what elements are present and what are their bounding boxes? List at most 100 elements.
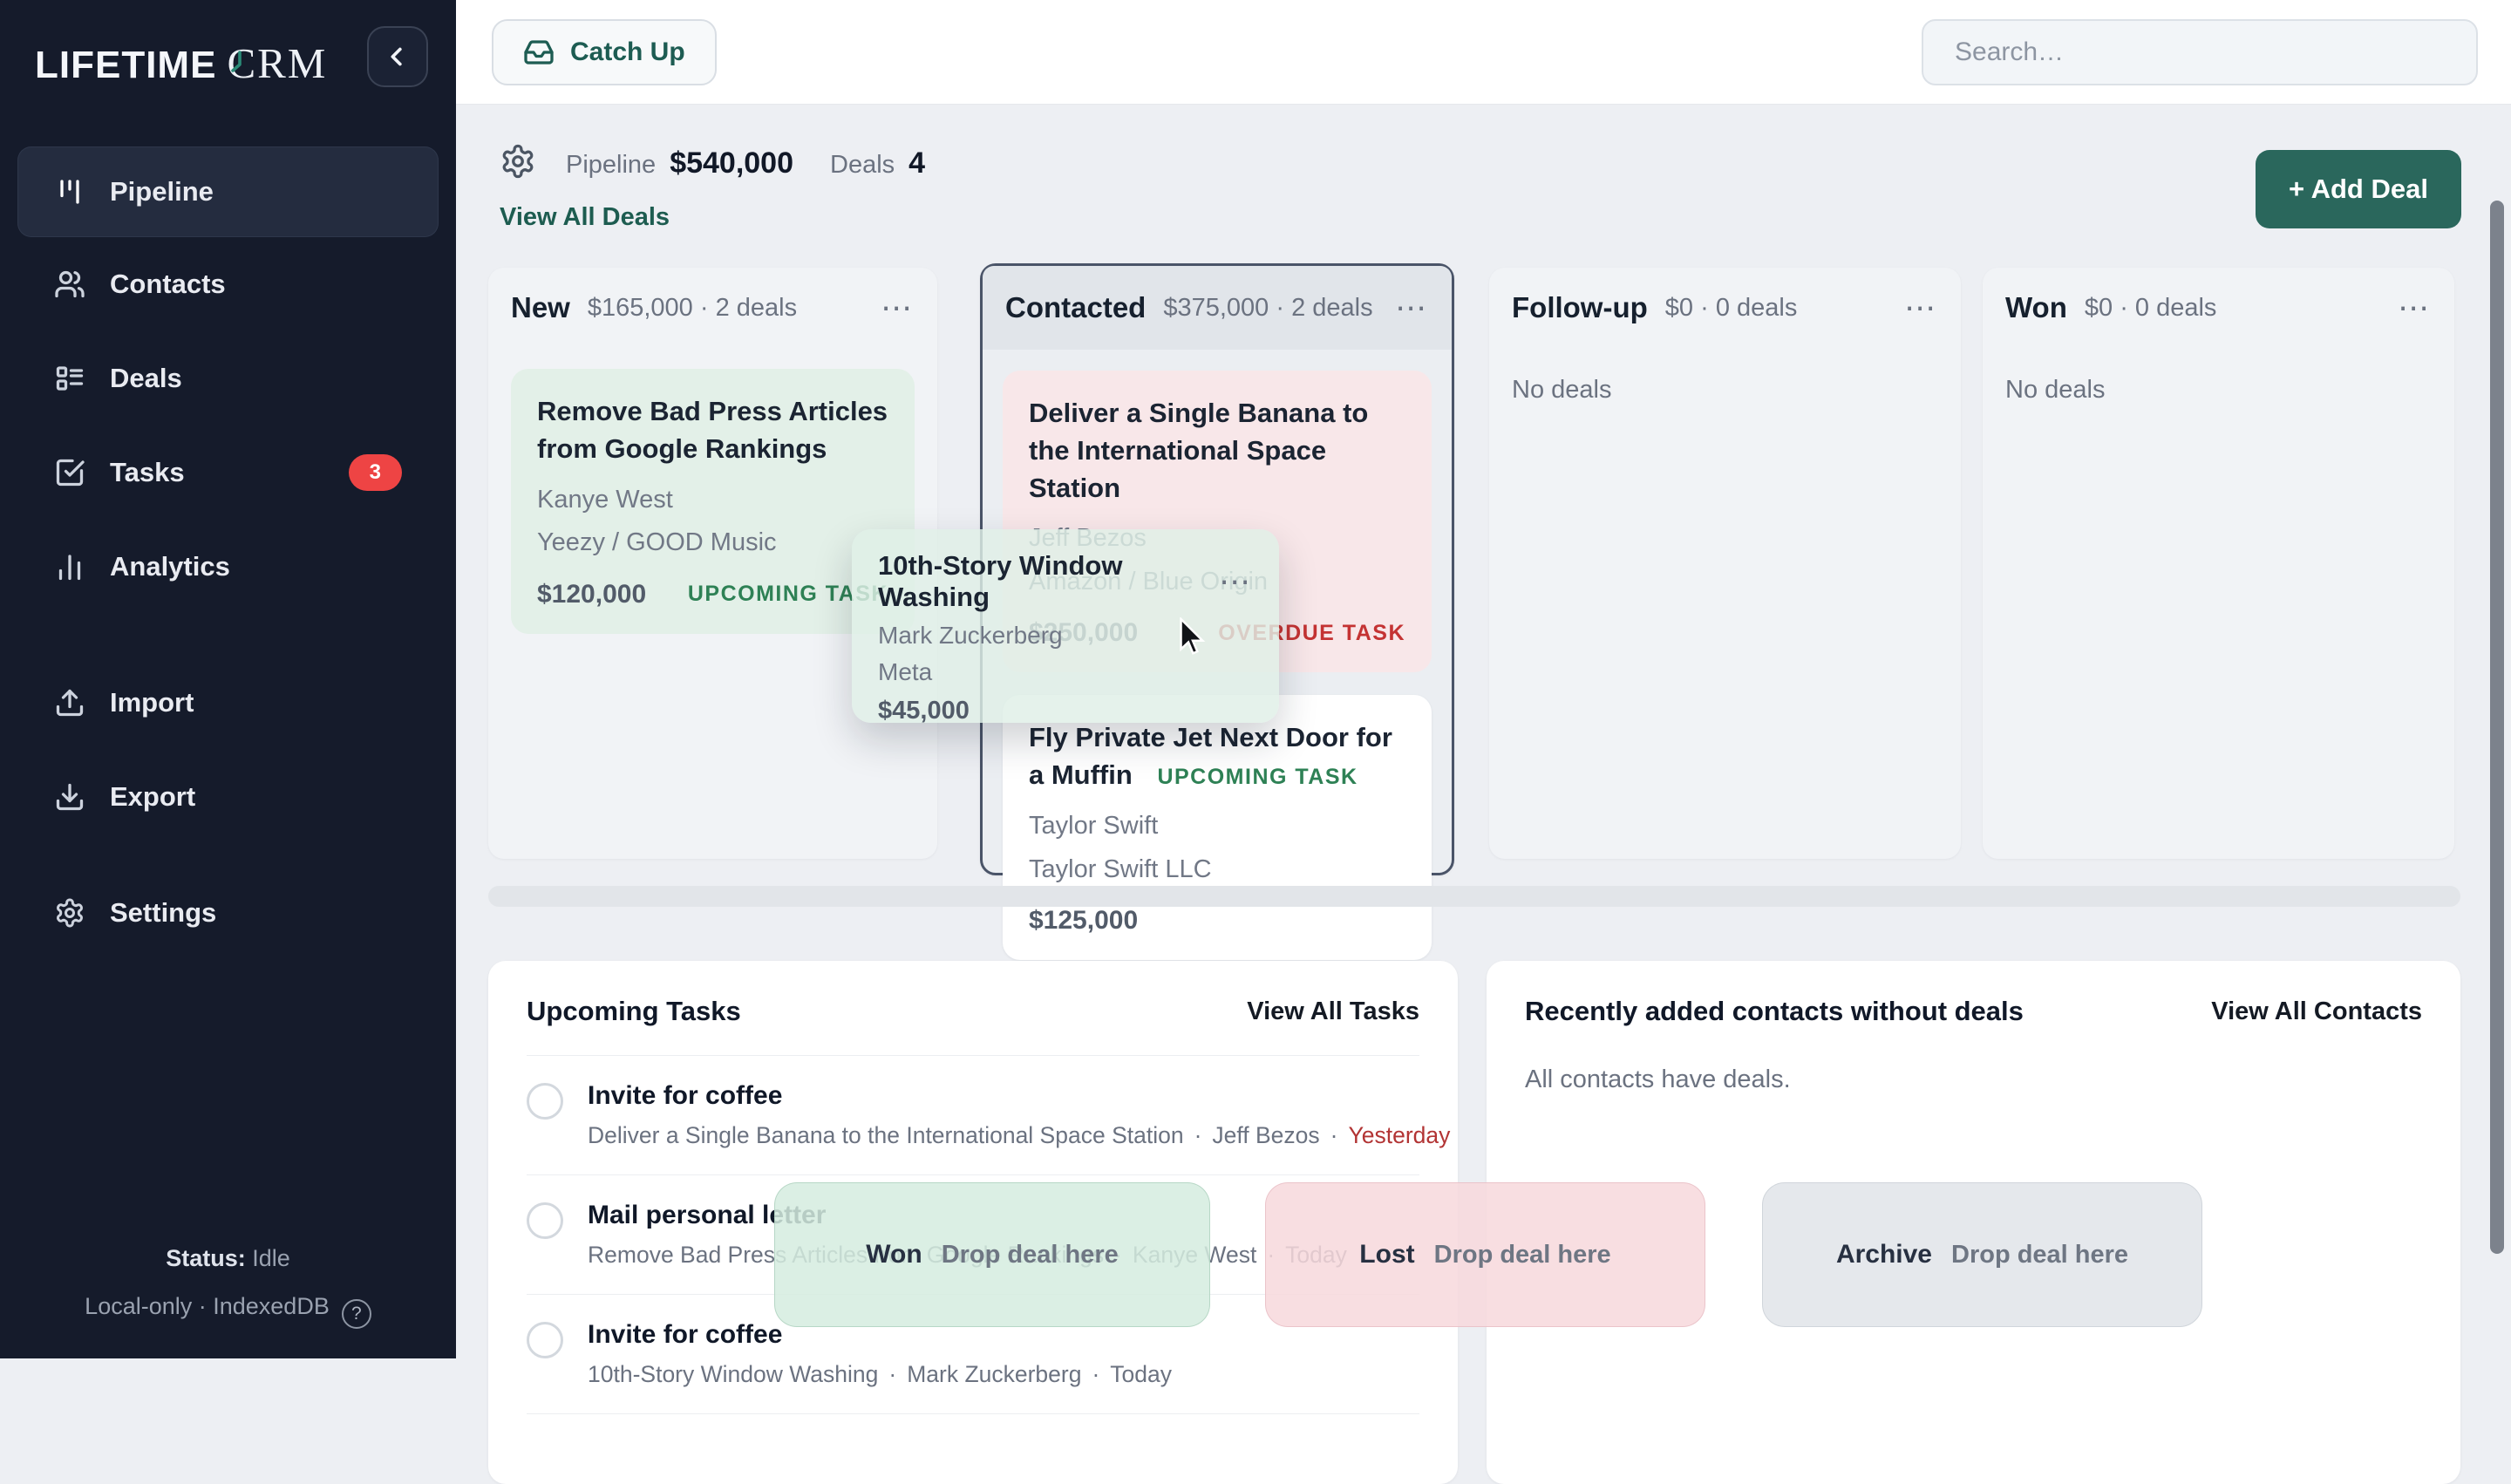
pipeline-summary: Pipeline $540,000 Deals 4 — [566, 146, 925, 180]
chevron-left-icon — [391, 47, 402, 66]
tasks-count-badge: 3 — [348, 454, 402, 491]
kanban-icon — [60, 180, 79, 204]
panel-title: Recently added contacts without deals — [1525, 996, 2024, 1026]
layout-list-icon — [56, 366, 84, 391]
deal-value: $120,000 — [537, 579, 647, 609]
board-horizontal-scrollbar[interactable] — [488, 886, 2460, 907]
catch-up-button[interactable]: Catch Up — [492, 19, 717, 85]
drop-zone-lost[interactable]: Lost Drop deal here — [1265, 1182, 1705, 1327]
add-deal-button[interactable]: + Add Deal — [2256, 150, 2461, 228]
task-contact: Mark Zuckerberg — [907, 1361, 1082, 1387]
column-menu-button[interactable]: ⋯ — [881, 289, 915, 325]
sidebar-item-deals[interactable]: Deals — [17, 347, 439, 410]
sidebar-item-settings[interactable]: Settings — [17, 882, 439, 944]
deal-contact: Mark Zuckerberg — [878, 622, 1063, 649]
dragged-deal-card[interactable]: 10th-Story Window Washing ⋯ Mark Zuckerb… — [852, 529, 1279, 725]
column-title: New — [511, 291, 570, 323]
deal-card[interactable]: Fly Private Jet Next Door for a Muffin U… — [1003, 695, 1432, 961]
column-menu-button[interactable]: ⋯ — [1904, 289, 1938, 325]
deal-card[interactable]: Remove Bad Press Articles from Google Ra… — [511, 369, 915, 634]
task-checkbox[interactable] — [527, 1202, 563, 1239]
search-input[interactable] — [1922, 19, 2478, 85]
drop-zone-archive[interactable]: Archive Drop deal here — [1762, 1182, 2202, 1327]
sidebar-item-analytics[interactable]: Analytics — [17, 535, 439, 598]
main-content: Pipeline $540,000 Deals 4 View All Deals… — [456, 105, 2511, 1484]
drop-zone-hint: Drop deal here — [1433, 1240, 1611, 1269]
task-subtitle: 10th-Story Window Washing · Mark Zuckerber… — [588, 1361, 1173, 1387]
empty-column-text: No deals — [1512, 376, 1612, 404]
column-meta: $165,000 · 2 deals — [587, 293, 798, 322]
column-header: Follow-up $0 · 0 deals ⋯ — [1512, 268, 1938, 348]
view-all-deals-link[interactable]: View All Deals — [500, 203, 670, 231]
catch-up-label: Catch Up — [570, 37, 685, 66]
contacts-empty-text: All contacts have deals. — [1525, 1065, 1791, 1093]
sidebar-item-export[interactable]: Export — [17, 766, 439, 828]
task-checkbox[interactable] — [527, 1083, 563, 1120]
deal-title: Fly Private Jet Next Door for a Muffin U… — [1029, 719, 1405, 794]
pipeline-settings-button[interactable] — [500, 143, 536, 184]
task-checkbox[interactable] — [527, 1322, 563, 1358]
sidebar-item-label: Deals — [110, 363, 182, 393]
deal-contact: Taylor Swift — [1029, 812, 1159, 841]
gear-icon — [57, 898, 83, 928]
deal-company: Meta — [878, 658, 933, 685]
column-menu-button[interactable]: ⋯ — [1395, 289, 1429, 325]
vertical-scrollbar[interactable] — [2490, 201, 2504, 1254]
sidebar-nav: Pipeline Contacts Deals Tasks 3 Analytic… — [17, 146, 439, 976]
download-icon — [56, 783, 84, 811]
deal-title: 10th-Story Window Washing — [878, 550, 1123, 612]
column-won: Won $0 · 0 deals ⋯ No deals — [1983, 268, 2454, 859]
card-menu-button[interactable]: ⋯ — [1219, 563, 1253, 599]
column-follow-up: Follow-up $0 · 0 deals ⋯ No deals — [1489, 268, 1961, 859]
drop-zone-won[interactable]: Won Drop deal here — [774, 1182, 1210, 1327]
column-title: Follow-up — [1512, 291, 1648, 323]
deals-count: 4 — [908, 146, 926, 180]
logo-text-lifetime: LIFETIME — [35, 44, 217, 86]
sidebar-item-label: Analytics — [110, 551, 230, 582]
users-icon — [55, 270, 85, 298]
drop-zone-label: Lost — [1359, 1240, 1415, 1269]
view-all-tasks-link[interactable]: View All Tasks — [1247, 997, 1419, 1025]
sidebar-item-import[interactable]: Import — [17, 671, 439, 734]
sidebar-item-contacts[interactable]: Contacts — [17, 253, 439, 316]
app-logo: LIFETIME CRM — [35, 38, 327, 88]
square-check-icon — [56, 459, 85, 487]
upcoming-task-badge: UPCOMING TASK — [1157, 765, 1358, 790]
help-icon[interactable]: ? — [341, 1299, 371, 1329]
pipeline-total: $540,000 — [670, 146, 793, 180]
drop-zone-label: Won — [866, 1240, 922, 1269]
column-menu-button[interactable]: ⋯ — [2398, 289, 2432, 325]
deal-title: Remove Bad Press Articles from Google Ra… — [537, 396, 888, 464]
column-header: Won $0 · 0 deals ⋯ — [2005, 268, 2432, 348]
bar-chart-icon — [58, 555, 81, 581]
sidebar-item-label: Contacts — [110, 269, 226, 299]
task-due: Yesterday — [1348, 1122, 1451, 1148]
deal-value: $45,000 — [878, 697, 970, 725]
column-meta: $0 · 0 deals — [2084, 293, 2217, 322]
deal-company: Taylor Swift LLC — [1029, 854, 1212, 883]
task-title: Invite for coffee — [588, 1320, 783, 1349]
task-subtitle: Deliver a Single Banana to the Internati… — [588, 1122, 1451, 1148]
drop-zone-hint: Drop deal here — [1951, 1240, 2129, 1269]
sidebar-item-pipeline[interactable]: Pipeline — [17, 146, 439, 237]
status-value: Idle — [252, 1245, 290, 1271]
task-row: Invite for coffee Deliver a Single Banan… — [527, 1056, 1450, 1175]
column-header: New $165,000 · 2 deals ⋯ — [511, 268, 915, 348]
deal-value: $125,000 — [1029, 906, 1139, 936]
sidebar: LIFETIME CRM Pipeline Contacts Deals Tas… — [0, 0, 456, 1358]
sidebar-status: Status: Idle Local-only · IndexedDB? — [0, 1245, 456, 1329]
column-title: Contacted — [1005, 291, 1147, 323]
storage-note: Local-only · IndexedDB — [85, 1293, 330, 1319]
topbar: Catch Up — [456, 0, 2511, 105]
sidebar-item-tasks[interactable]: Tasks 3 — [17, 441, 439, 504]
sidebar-item-label: Pipeline — [110, 176, 214, 207]
sidebar-collapse-button[interactable] — [367, 26, 428, 87]
column-title: Won — [2005, 291, 2067, 323]
inbox-icon — [524, 40, 554, 65]
deal-contact: Kanye West — [537, 485, 673, 514]
task-contact: Jeff Bezos — [1212, 1122, 1320, 1148]
deal-title: Deliver a Single Banana to the Internati… — [1029, 398, 1369, 503]
view-all-contacts-link[interactable]: View All Contacts — [2211, 997, 2422, 1025]
logo-text-crm: CRM — [227, 39, 328, 87]
empty-column-text: No deals — [2005, 376, 2106, 404]
